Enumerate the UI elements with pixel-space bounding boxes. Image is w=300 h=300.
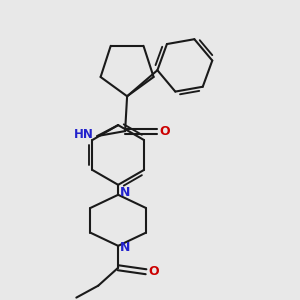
Text: HN: HN xyxy=(74,128,93,141)
Text: O: O xyxy=(149,265,159,278)
Text: N: N xyxy=(120,241,130,254)
Text: N: N xyxy=(120,186,130,199)
Text: O: O xyxy=(160,124,170,138)
